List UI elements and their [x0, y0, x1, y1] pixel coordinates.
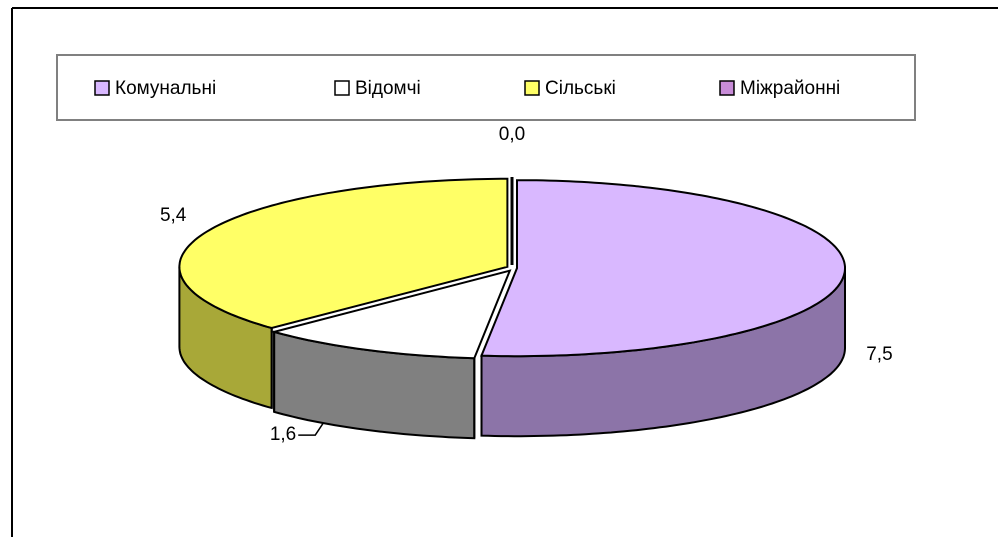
legend-label: Сільські [545, 78, 616, 99]
data-label: 0,0 [499, 124, 525, 145]
legend-swatch [524, 80, 540, 96]
data-label: 7,5 [866, 344, 892, 365]
leader-line [298, 422, 324, 436]
legend-swatch [334, 80, 350, 96]
data-label: 5,4 [160, 205, 187, 226]
slice-top [480, 179, 846, 358]
legend-label: Відомчі [355, 78, 421, 99]
legend-swatch [94, 80, 110, 96]
legend-box [56, 54, 916, 121]
slice-top [270, 269, 512, 360]
slice-top [178, 177, 509, 330]
legend-swatch [719, 80, 735, 96]
data-label: 1,6 [270, 424, 296, 445]
legend-label: Комунальні [115, 78, 216, 99]
legend-label: Міжрайонні [740, 78, 840, 99]
